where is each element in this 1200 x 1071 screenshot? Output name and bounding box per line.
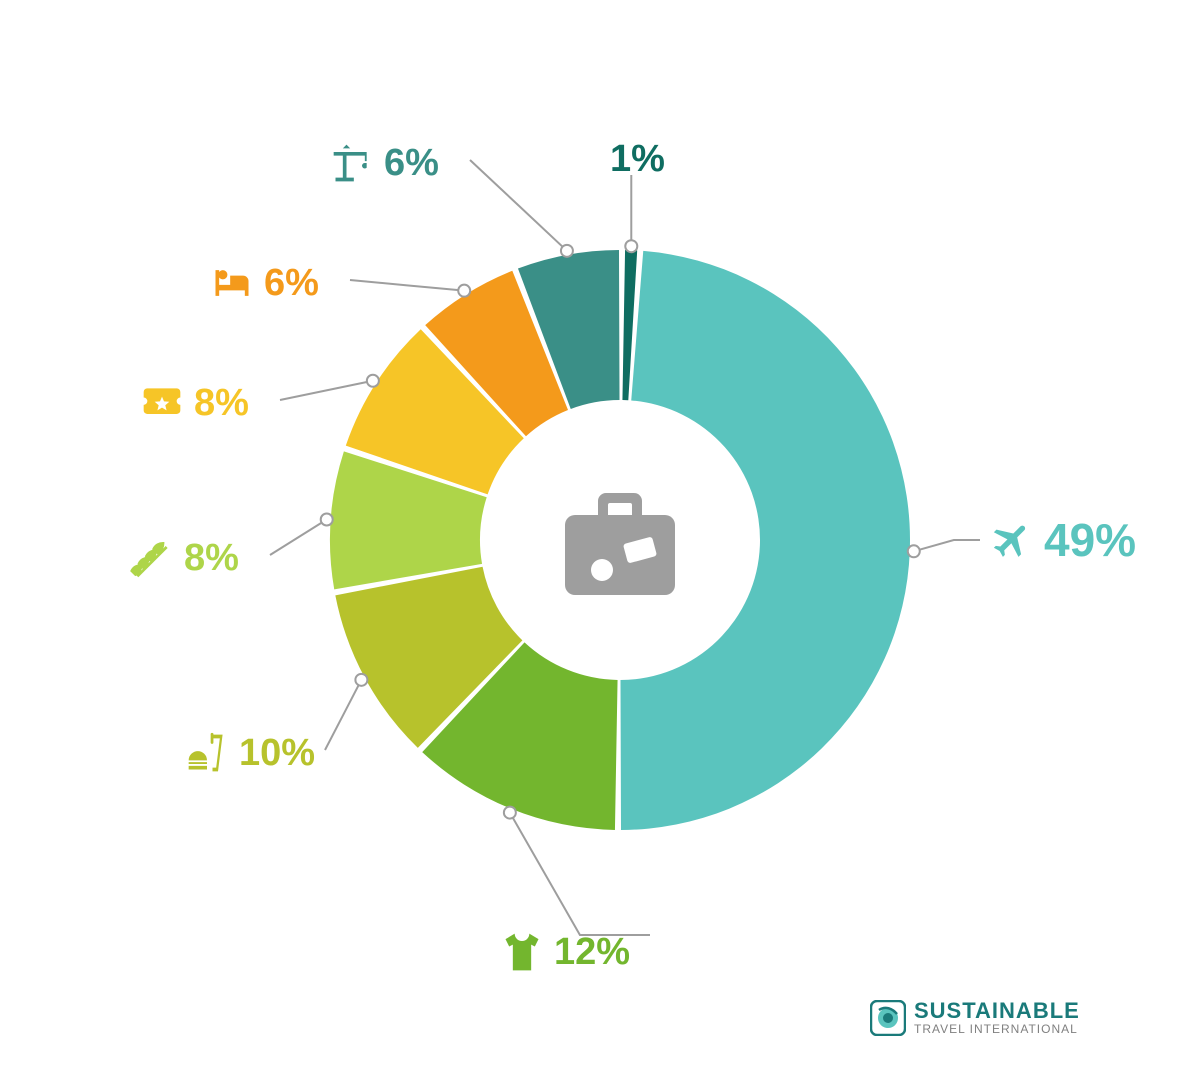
slice-label: 6% — [264, 264, 319, 302]
slice-label: 10% — [239, 734, 315, 772]
label-services: 8% — [140, 381, 249, 425]
brand-logo: SUSTAINABLE TRAVEL INTERNATIONAL — [870, 1000, 1080, 1036]
plane-icon — [990, 518, 1034, 562]
logo-line1: SUSTAINABLE — [914, 1000, 1080, 1022]
slice-label: 49% — [1044, 517, 1136, 563]
label-other: 1% — [610, 140, 665, 178]
logo-line2: TRAVEL INTERNATIONAL — [914, 1022, 1080, 1036]
crane-icon — [330, 141, 374, 185]
slice-label: 6% — [384, 144, 439, 182]
label-lodging: 6% — [210, 261, 319, 305]
slice-label: 1% — [610, 140, 665, 178]
label-food-bev: 10% — [185, 731, 315, 775]
label-construction: 6% — [330, 141, 439, 185]
label-agriculture: 8% — [130, 536, 239, 580]
slice-label: 8% — [194, 384, 249, 422]
ticket-icon — [140, 381, 184, 425]
suitcase-center-icon — [565, 493, 675, 595]
fastfood-icon — [185, 731, 229, 775]
tshirt-icon — [500, 930, 544, 974]
slice-label: 8% — [184, 539, 239, 577]
label-transport: 49% — [990, 517, 1136, 563]
slice-label: 12% — [554, 933, 630, 971]
donut-chart: 49% 12% 10% 8% 8% 6% 6% 1% SUSTAINABLE TR… — [0, 0, 1200, 1066]
wheat-icon — [130, 536, 174, 580]
bed-icon — [210, 261, 254, 305]
logo-mark-icon — [870, 1000, 906, 1036]
label-goods: 12% — [500, 930, 630, 974]
